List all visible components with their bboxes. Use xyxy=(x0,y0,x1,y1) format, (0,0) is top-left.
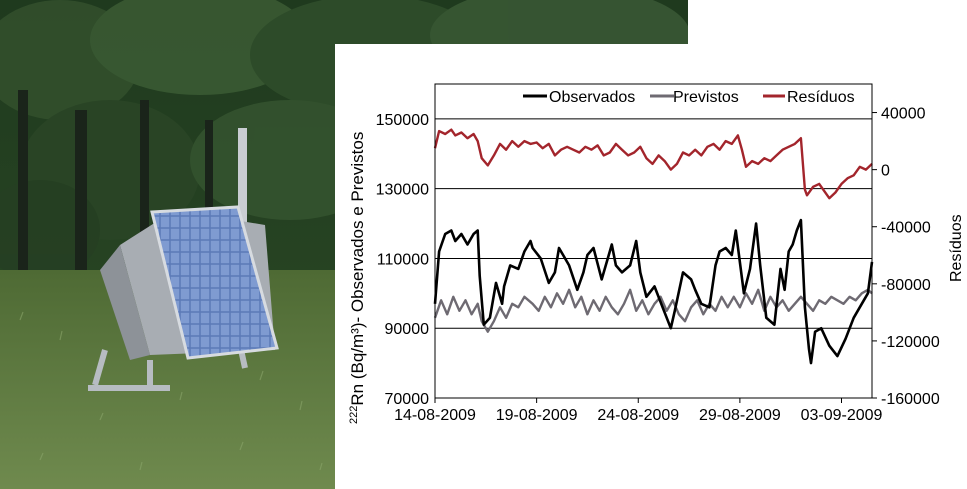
left-tick-label: 150000 xyxy=(376,112,429,129)
left-axis-label: 222Rn (Bq/m³)- Observados e Previstos xyxy=(348,132,367,424)
right-axis-ticks: -160000 -120000 -80000 -40000 0 40000 xyxy=(872,106,940,408)
right-tick-label: -80000 xyxy=(881,277,931,294)
left-tick-label: 70000 xyxy=(385,391,430,408)
legend-label-predicted: Previstos xyxy=(673,89,739,106)
right-tick-label: -40000 xyxy=(881,220,931,237)
x-axis-ticks: 14-08-2009 19-08-2009 24-08-2009 29-08-2009… xyxy=(394,398,883,424)
radon-timeseries-chart: 70000 90000 110000 130000 150000 -160000 -120… xyxy=(348,83,965,424)
tree-trunks xyxy=(18,90,213,280)
series-line-observed xyxy=(433,218,874,365)
right-axis-label: Resíduos xyxy=(948,214,965,282)
series-line-residuals xyxy=(433,128,873,200)
chart-panel: 70000 90000 110000 130000 150000 -160000 -120… xyxy=(335,44,967,489)
left-axis-label-text: Rn (Bq/m³)- Observados e Previstos xyxy=(348,132,367,406)
x-tick-label: 24-08-2009 xyxy=(597,407,679,424)
series-lines xyxy=(433,128,874,365)
x-tick-label: 03-09-2009 xyxy=(801,407,883,424)
series-line-predicted xyxy=(433,288,873,333)
left-tick-label: 90000 xyxy=(385,321,430,338)
isotope-superscript: 222 xyxy=(348,406,360,424)
right-tick-label: -160000 xyxy=(881,391,940,408)
right-tick-label: 0 xyxy=(881,163,890,180)
left-tick-label: 130000 xyxy=(376,182,429,199)
left-tick-label: 110000 xyxy=(377,251,429,268)
legend-label-residuals: Resíduos xyxy=(787,89,855,106)
gridlines xyxy=(435,118,872,329)
solar-panel xyxy=(150,205,279,360)
legend: Observados Previstos Resíduos xyxy=(523,89,855,106)
x-tick-label: 19-08-2009 xyxy=(496,407,578,424)
grass-texture xyxy=(19,311,323,471)
plot-frame xyxy=(434,83,873,399)
right-tick-label: -120000 xyxy=(881,334,940,351)
x-tick-label: 14-08-2009 xyxy=(394,407,476,424)
right-tick-label: 40000 xyxy=(881,106,926,123)
x-tick-label: 29-08-2009 xyxy=(699,407,781,424)
left-axis-ticks: 70000 90000 110000 130000 150000 xyxy=(376,112,429,408)
legend-label-observed: Observados xyxy=(549,89,635,106)
